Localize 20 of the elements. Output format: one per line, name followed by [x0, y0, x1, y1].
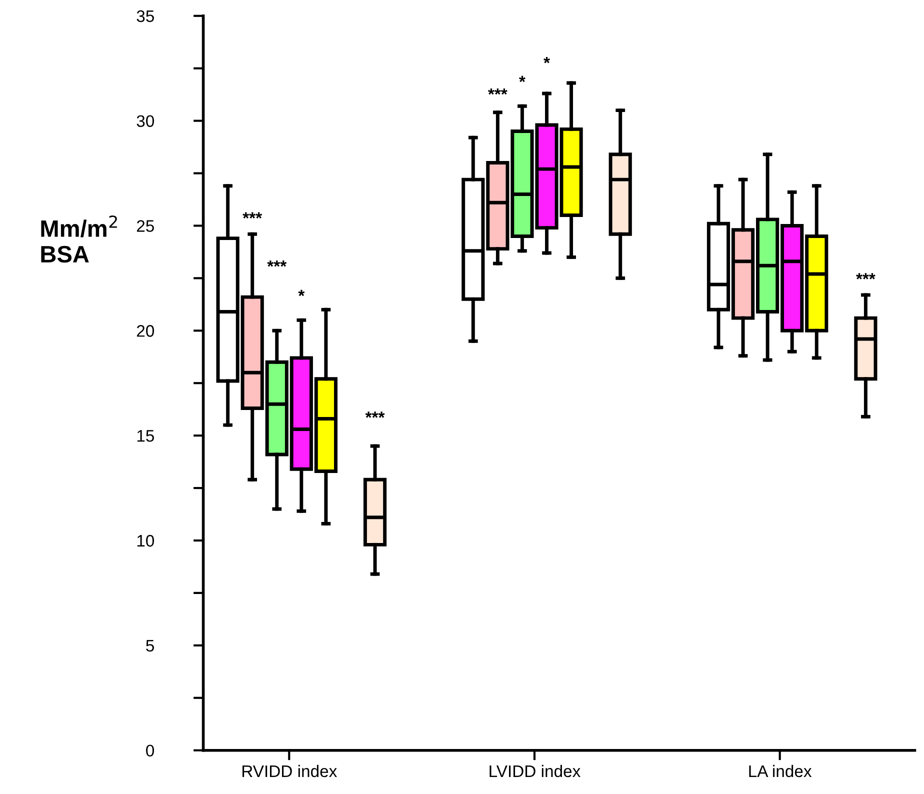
annotation: *	[298, 290, 305, 296]
y-tick-label: 5	[146, 640, 154, 652]
annotation: *	[544, 56, 550, 64]
annotation: ***	[242, 212, 262, 218]
y-tick-label: 25	[136, 220, 154, 232]
y-tick-label: 20	[136, 325, 154, 337]
annotation: ***	[488, 88, 508, 95]
annotation: ***	[856, 273, 876, 280]
y-tick-label: 15	[137, 430, 154, 442]
annotation: ***	[267, 260, 287, 267]
x-tick-label: LVIDD index	[490, 764, 580, 778]
y-tick-label: 35	[136, 10, 154, 22]
x-tick-label: LA index	[749, 764, 812, 778]
text: Mm/m$^{2}$ BSA	[41, 215, 117, 263]
annotation: ***	[365, 412, 385, 418]
y-tick-label: 0	[146, 744, 154, 757]
y-tick-label: 30	[136, 115, 154, 128]
y-tick-label: 10	[137, 534, 154, 547]
x-tick-label: RVIDD index	[242, 764, 337, 778]
annotation: *	[519, 76, 526, 82]
